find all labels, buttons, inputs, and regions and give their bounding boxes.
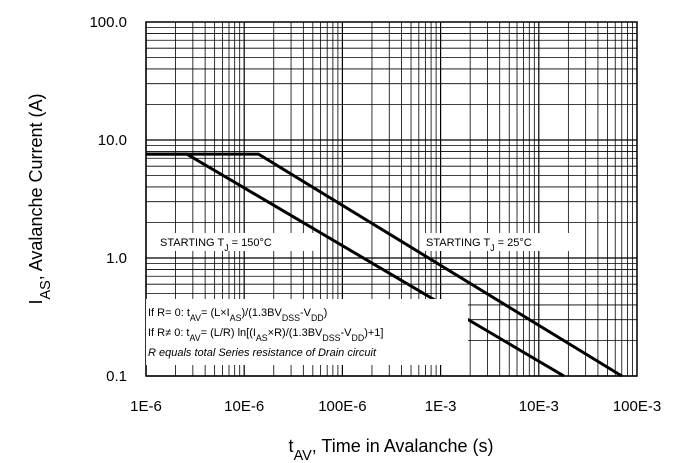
x-tick-label: 1E-6: [130, 398, 162, 415]
curve-label-background: [158, 233, 318, 251]
x-tick-label: 10E-3: [519, 398, 559, 415]
y-tick-label: 0.1: [106, 368, 127, 385]
series-line-tj-25c: [146, 152, 623, 378]
x-tick-label: 100E-6: [318, 398, 366, 415]
x-tick-labels: 1E-6 10E-6 100E-6 1E-3 10E-3 100E-3: [130, 398, 661, 415]
x-axis-title: tAV, Time in Avalanche (s): [289, 436, 494, 463]
curve-label-background: [424, 233, 572, 251]
y-tick-label: 100.0: [89, 14, 127, 31]
formula-note: R equals total Series resistance of Drai…: [148, 347, 377, 359]
x-tick-label: 10E-6: [224, 398, 264, 415]
formula-r-zero: If R= 0: tAV= (L×IAS)/(1.3BVDSS-VDD): [148, 307, 327, 323]
y-axis-title: IAS, Avalanche Current (A): [26, 94, 54, 305]
y-tick-label: 1.0: [106, 250, 127, 267]
y-tick-labels: 0.1 1.0 10.0 100.0: [89, 14, 127, 385]
curve-labels: STARTING TJ = 150°C STARTING TJ = 25°C: [158, 233, 572, 253]
curve-label-tj-150c: STARTING TJ = 150°C: [160, 237, 272, 253]
y-tick-label: 10.0: [98, 132, 127, 149]
x-tick-label: 1E-3: [425, 398, 457, 415]
annotation-background: [146, 299, 468, 365]
x-tick-label: 100E-3: [613, 398, 661, 415]
curve-label-tj-25c: STARTING TJ = 25°C: [426, 237, 532, 253]
axis-titles: tAV, Time in Avalanche (s) IAS, Avalanche…: [26, 94, 493, 463]
formula-r-nonzero: If R≠ 0: tAV= (L/R) ln[(IAS×R)/(1.3BVDSS…: [148, 327, 383, 343]
formula-annotations: If R= 0: tAV= (L×IAS)/(1.3BVDSS-VDD) If R…: [146, 299, 468, 365]
plot-frame: [145, 21, 638, 377]
